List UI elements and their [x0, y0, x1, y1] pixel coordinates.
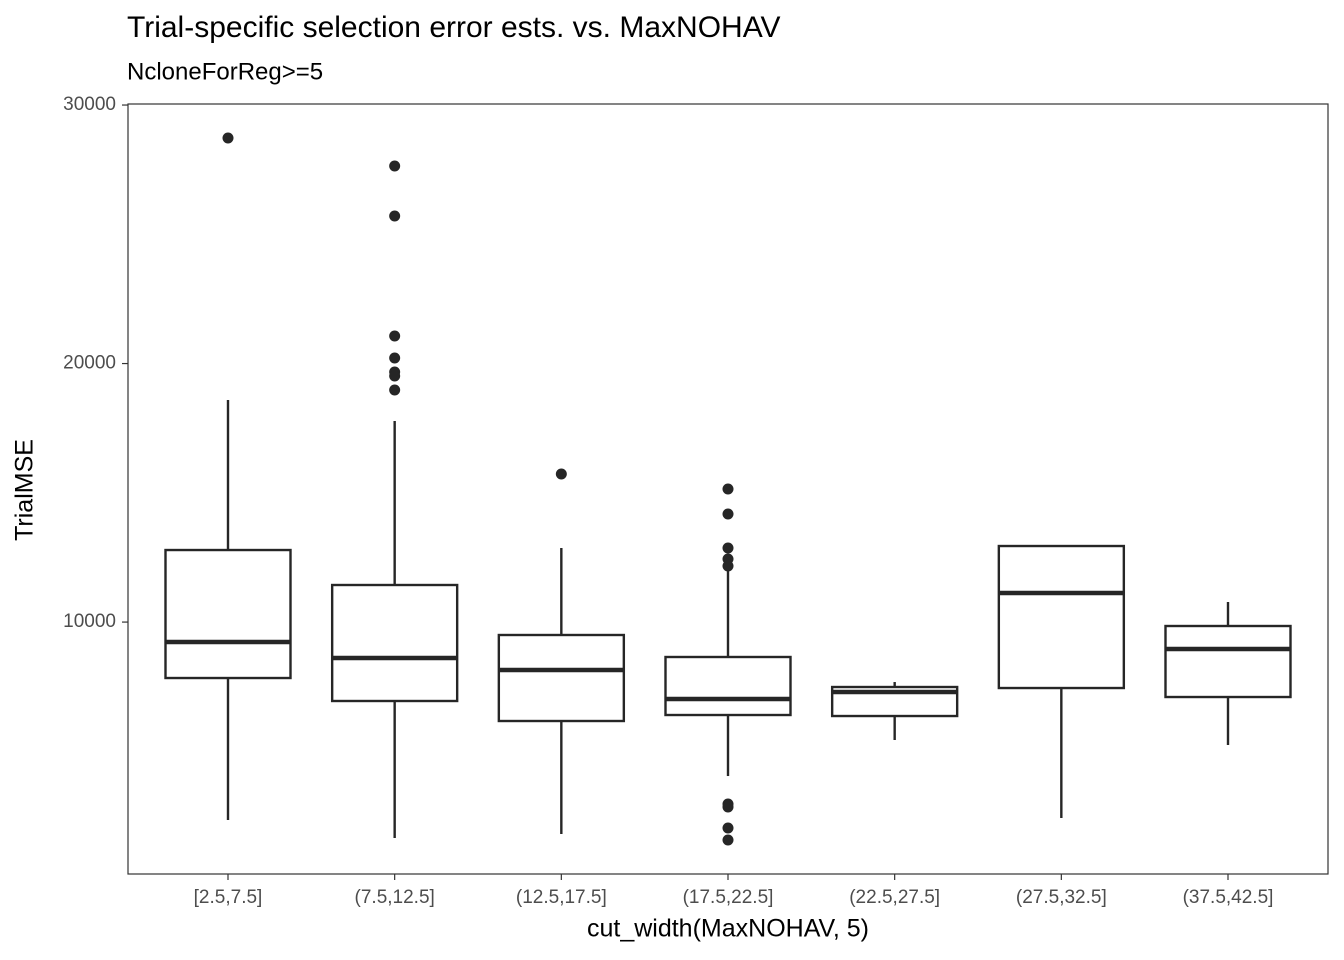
y-tick-label: 20000 [63, 353, 116, 374]
outlier [389, 352, 401, 364]
x-tick-label: (12.5,17.5] [516, 887, 607, 908]
outlier [722, 483, 734, 495]
outlier [555, 468, 567, 480]
y-tick-label: 10000 [63, 611, 116, 632]
outlier [389, 384, 401, 396]
box [164, 548, 292, 680]
outlier [389, 160, 401, 172]
x-tick-label: (27.5,32.5] [1016, 887, 1107, 908]
x-tick-label: [2.5,7.5] [194, 887, 263, 908]
x-axis-title: cut_width(MaxNOHAV, 5) [587, 915, 869, 943]
outlier [722, 801, 734, 813]
chart-title: Trial-specific selection error ests. vs.… [127, 11, 780, 44]
x-tick-label: (22.5,27.5] [849, 887, 940, 908]
outlier [722, 542, 734, 554]
outlier [222, 132, 234, 144]
box [330, 583, 459, 703]
box [1164, 624, 1292, 699]
box [664, 655, 792, 717]
x-tick-label: (7.5,12.5] [355, 887, 435, 908]
y-tick-label: 30000 [63, 94, 116, 115]
outlier [722, 822, 734, 834]
outlier [722, 834, 734, 846]
x-tick-label: (17.5,22.5] [683, 887, 774, 908]
outlier [722, 560, 734, 572]
outlier [389, 370, 401, 382]
chart-subtitle: NcloneForReg>=5 [127, 58, 323, 85]
outlier [722, 508, 734, 520]
x-tick-label: (37.5,42.5] [1183, 887, 1274, 908]
outlier [389, 210, 401, 222]
box [997, 544, 1126, 690]
box [497, 633, 626, 723]
outlier [389, 330, 401, 342]
y-axis-title: TrialMSE [11, 439, 39, 541]
